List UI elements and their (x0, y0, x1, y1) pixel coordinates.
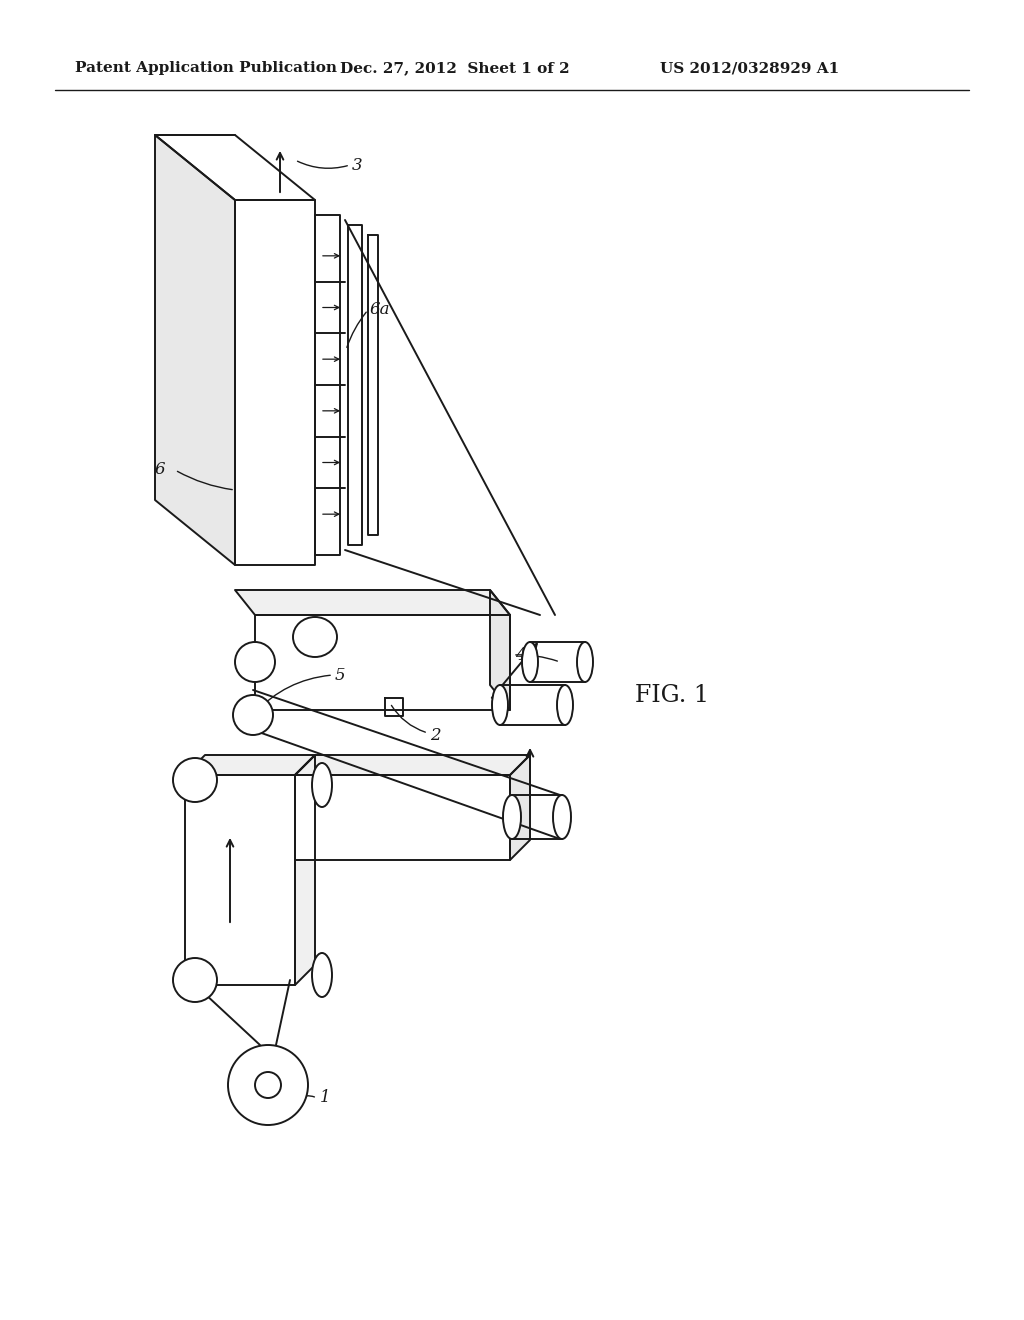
Polygon shape (155, 135, 315, 201)
Polygon shape (348, 224, 362, 545)
Polygon shape (185, 755, 315, 775)
Polygon shape (295, 755, 530, 775)
Polygon shape (385, 698, 403, 715)
Circle shape (234, 642, 275, 682)
Ellipse shape (503, 795, 521, 840)
Polygon shape (368, 235, 378, 535)
Circle shape (228, 1045, 308, 1125)
Text: 5: 5 (335, 667, 346, 684)
Polygon shape (155, 135, 234, 565)
Circle shape (173, 958, 217, 1002)
Text: 1: 1 (319, 1089, 331, 1106)
Text: Dec. 27, 2012  Sheet 1 of 2: Dec. 27, 2012 Sheet 1 of 2 (340, 61, 569, 75)
Circle shape (255, 1072, 281, 1098)
Ellipse shape (522, 642, 538, 682)
Polygon shape (295, 755, 315, 985)
Polygon shape (234, 590, 510, 615)
Ellipse shape (577, 642, 593, 682)
Text: 3: 3 (352, 157, 362, 173)
Text: 4: 4 (515, 647, 525, 664)
Text: 2: 2 (430, 726, 440, 743)
Polygon shape (295, 775, 510, 861)
Polygon shape (490, 590, 510, 710)
Polygon shape (510, 755, 530, 861)
Text: Patent Application Publication: Patent Application Publication (75, 61, 337, 75)
Ellipse shape (312, 763, 332, 807)
Text: 6a: 6a (370, 301, 390, 318)
Text: 6: 6 (155, 462, 166, 479)
Ellipse shape (557, 685, 573, 725)
Polygon shape (315, 215, 340, 554)
Text: FIG. 1: FIG. 1 (635, 684, 709, 706)
Text: US 2012/0328929 A1: US 2012/0328929 A1 (660, 61, 840, 75)
Ellipse shape (312, 953, 332, 997)
Ellipse shape (492, 685, 508, 725)
Ellipse shape (553, 795, 571, 840)
Polygon shape (234, 201, 315, 565)
Ellipse shape (293, 616, 337, 657)
Circle shape (233, 696, 273, 735)
Polygon shape (185, 775, 295, 985)
Circle shape (173, 758, 217, 803)
Polygon shape (255, 615, 510, 710)
